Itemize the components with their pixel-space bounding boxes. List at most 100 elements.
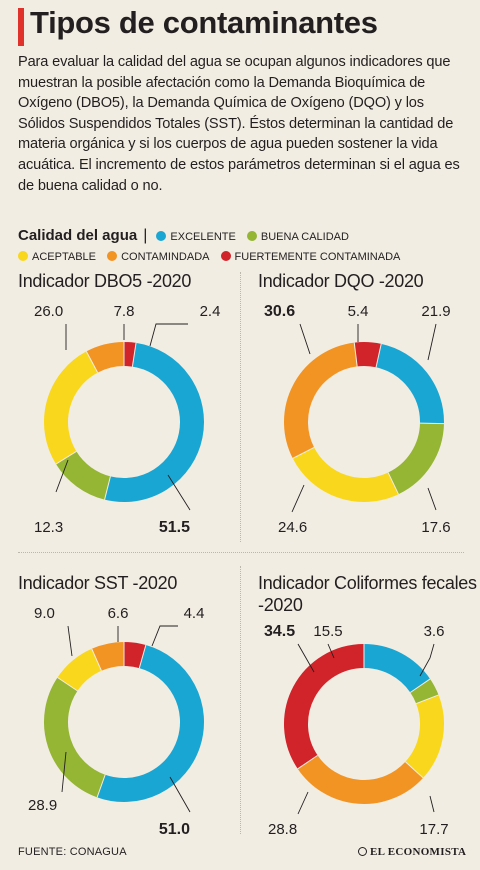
data-label-excelente: 51.5 bbox=[159, 519, 190, 536]
donut-segment-contamindada bbox=[297, 754, 424, 804]
segment-separator bbox=[104, 476, 111, 500]
donut-segment-fuertemente-contaminada bbox=[284, 644, 365, 769]
donut-segment-excelente bbox=[363, 644, 431, 693]
donut-segment-excelente bbox=[104, 342, 204, 502]
legend-item-contamindada: CONTAMINDADA bbox=[107, 251, 209, 263]
data-label-fuertemente-contaminada: 2.4 bbox=[200, 303, 221, 320]
legend-item-excelente: EXCELENTE bbox=[156, 231, 236, 243]
legend-item-fuertemente-contaminada: FUERTEMENTE CONTAMINADA bbox=[220, 251, 401, 263]
segment-separator bbox=[415, 694, 439, 705]
segment-separator bbox=[57, 677, 78, 692]
segment-separator bbox=[91, 648, 102, 671]
data-label-buena-calidad: 28.9 bbox=[28, 797, 57, 814]
legend-item-buena-calidad: BUENA CALIDAD bbox=[246, 231, 349, 243]
legend-swatch-excelente bbox=[156, 231, 167, 241]
chart-panel-dqo: Indicador DQO -2020 21.9 17.6 24.6 30.6 5.4 bbox=[258, 270, 480, 550]
data-label-contamindada: 30.6 bbox=[264, 303, 295, 320]
chart-panel-sst: Indicador SST -2020 51.0 28.9 9.0 6.6 4.4 bbox=[18, 572, 240, 852]
donut-chart-coliformes: 15.5 3.6 17.7 28.8 34.5 bbox=[264, 623, 449, 838]
donut-segment-buena-calidad bbox=[410, 678, 439, 704]
donut-segment-excelente bbox=[375, 343, 444, 424]
legend-separator: | bbox=[143, 227, 148, 244]
segment-separator bbox=[410, 678, 431, 693]
segment-separator bbox=[387, 472, 399, 495]
donut-segment-buena-calidad bbox=[55, 450, 111, 500]
data-label-contamindada: 7.8 bbox=[114, 303, 135, 320]
legend-label-fuertemente-contaminada: FUERTEMENTE CONTAMINADA bbox=[234, 251, 401, 263]
data-label-contamindada: 28.8 bbox=[268, 821, 297, 838]
leader-line-aceptable bbox=[291, 484, 305, 513]
chart-title: Indicador DBO5 -2020 bbox=[18, 271, 192, 291]
source-note: FUENTE: CONAGUA bbox=[18, 846, 127, 858]
leader-line-contamindada bbox=[299, 323, 311, 355]
donut-segment-contamindada bbox=[86, 342, 125, 373]
segment-separator bbox=[138, 644, 147, 669]
leader-line-excelente bbox=[167, 474, 191, 511]
legend-label-buena-calidad: BUENA CALIDAD bbox=[260, 231, 349, 243]
leader-line-contamindada bbox=[297, 791, 309, 815]
segment-separator bbox=[131, 342, 137, 367]
legend-title: Calidad del agua bbox=[18, 227, 138, 244]
donut-chart-sst: 51.0 28.9 9.0 6.6 4.4 bbox=[28, 605, 205, 838]
segment-separator bbox=[375, 343, 382, 368]
donut-segment-aceptable bbox=[44, 351, 99, 465]
donut-segment-contamindada bbox=[284, 342, 358, 459]
legend-swatch-fuertemente-contaminada bbox=[220, 251, 231, 261]
segment-separator bbox=[405, 761, 424, 779]
donut-segment-fuertemente-contaminada bbox=[123, 342, 137, 367]
brand-logo: EL ECONOMISTA bbox=[358, 846, 466, 858]
vertical-divider-top bbox=[240, 272, 241, 542]
leader-line-excelente bbox=[427, 323, 437, 361]
leader-line-fuertemente-contaminada bbox=[149, 323, 188, 347]
data-label-aceptable: 26.0 bbox=[34, 303, 63, 320]
brand-name: EL ECONOMISTA bbox=[370, 846, 467, 858]
data-label-excelente: 21.9 bbox=[421, 303, 450, 320]
leader-line-buena-calidad bbox=[55, 459, 69, 493]
chart-title: Indicador Coliformes fecales -2020 bbox=[258, 573, 477, 615]
leader-line-fuertemente-contaminada bbox=[151, 625, 178, 647]
donut-segment-aceptable bbox=[292, 447, 399, 502]
leader-line-buena-calidad bbox=[419, 643, 435, 677]
chart-panel-coliformes: Indicador Coliformes fecales -2020 15.5 3… bbox=[258, 572, 480, 852]
data-label-excelente: 51.0 bbox=[159, 821, 190, 838]
data-label-aceptable: 24.6 bbox=[278, 519, 307, 536]
page-title: Tipos de contaminantes bbox=[30, 5, 378, 40]
legend-item-aceptable: ACEPTABLE bbox=[18, 251, 96, 263]
legend-swatch-buena-calidad bbox=[246, 231, 257, 241]
data-label-fuertemente-contaminada: 4.4 bbox=[184, 605, 205, 622]
leader-line-buena-calidad bbox=[61, 751, 67, 793]
chart-panel-dbo5: Indicador DBO5 -2020 51.5 12.3 26.0 7.8 2.4 bbox=[18, 270, 240, 550]
data-label-contamindada: 6.6 bbox=[108, 605, 129, 622]
data-label-buena-calidad: 12.3 bbox=[34, 519, 63, 536]
donut-segment-aceptable bbox=[405, 694, 444, 778]
legend: Calidad del agua | EXCELENTE BUENA CALIDA… bbox=[18, 226, 468, 267]
segment-separator bbox=[96, 774, 106, 798]
segment-separator bbox=[297, 754, 318, 770]
donut-segment-fuertemente-contaminada bbox=[123, 642, 146, 669]
data-label-buena-calidad: 17.6 bbox=[421, 519, 450, 536]
chart-title: Indicador DQO -2020 bbox=[258, 271, 424, 291]
donut-segment-contamindada bbox=[91, 642, 125, 671]
intro-paragraph: Para evaluar la calidad del agua se ocup… bbox=[18, 54, 460, 194]
legend-label-contamindada: CONTAMINDADA bbox=[121, 251, 210, 263]
segment-separator bbox=[55, 450, 77, 465]
segment-separator bbox=[292, 447, 315, 459]
brand-logo-icon bbox=[358, 847, 367, 856]
donut-segment-aceptable bbox=[57, 648, 102, 692]
legend-swatch-aceptable bbox=[18, 251, 28, 261]
legend-swatch-contamindada bbox=[107, 251, 118, 261]
leader-line-aceptable bbox=[67, 625, 73, 657]
chart-title: Indicador SST -2020 bbox=[18, 573, 178, 593]
data-label-excelente: 15.5 bbox=[313, 623, 342, 640]
legend-label-aceptable: ACEPTABLE bbox=[32, 251, 96, 263]
vertical-divider-bottom bbox=[240, 566, 241, 834]
segment-separator bbox=[353, 342, 358, 367]
data-label-buena-calidad: 3.6 bbox=[424, 623, 445, 640]
legend-label-excelente: EXCELENTE bbox=[170, 231, 236, 243]
donut-segment-buena-calidad bbox=[387, 422, 444, 495]
title-accent-bar bbox=[18, 8, 24, 46]
leader-line-aceptable bbox=[429, 795, 435, 813]
donut-chart-dqo: 21.9 17.6 24.6 30.6 5.4 bbox=[264, 303, 451, 536]
leader-line-excelente bbox=[327, 643, 335, 659]
leader-line-buena-calidad bbox=[427, 487, 437, 511]
